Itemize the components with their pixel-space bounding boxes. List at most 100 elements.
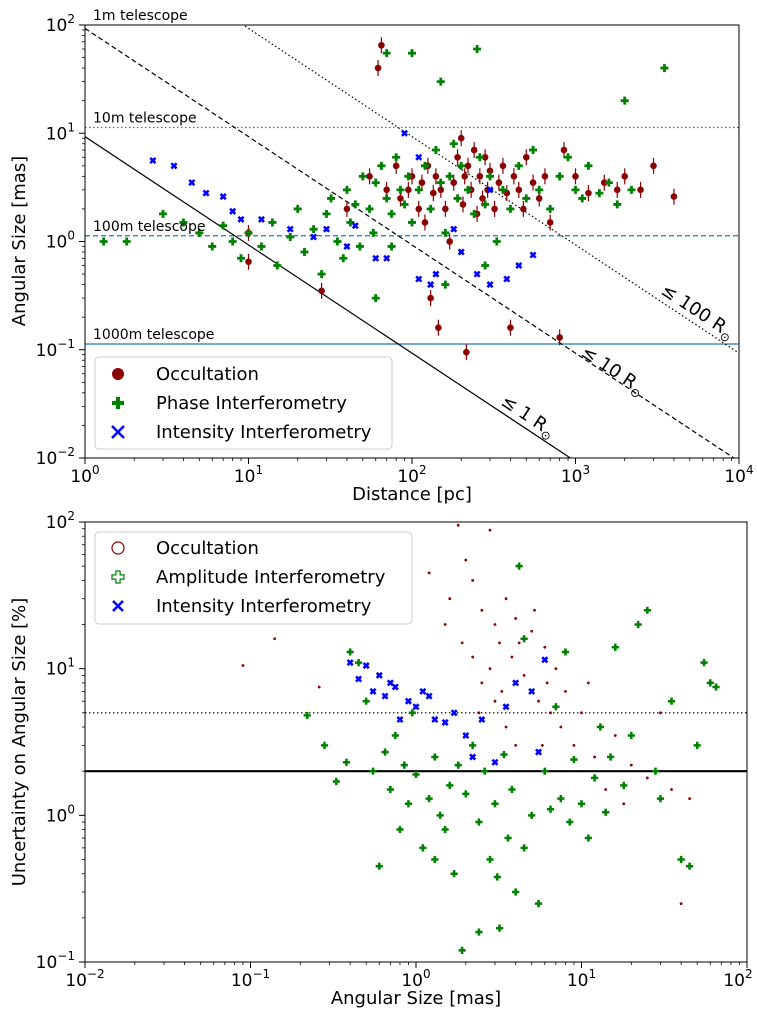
data-point: [273, 261, 282, 270]
data-point: [412, 770, 420, 779]
data-point: [427, 294, 434, 302]
solar-radius-line: [85, 27, 735, 458]
data-point: [498, 641, 502, 645]
data-point: [520, 205, 527, 213]
legend-marker: [111, 541, 125, 555]
data-point: [228, 237, 237, 246]
data-point: [375, 862, 383, 870]
data-point: [188, 179, 196, 187]
data-point: [237, 254, 246, 263]
data-point: [456, 523, 460, 527]
data-point: [332, 777, 340, 786]
data-point: [627, 731, 635, 740]
data-point: [510, 173, 518, 180]
data-point: [508, 785, 516, 794]
y-tick-label: 100: [46, 802, 75, 826]
data-point: [566, 818, 574, 826]
data-point: [643, 606, 651, 614]
data-point: [378, 41, 385, 49]
x-tick-label: 104: [724, 463, 753, 487]
data-point: [387, 242, 396, 251]
data-point: [706, 679, 714, 687]
legend-label: Intensity Interferometry: [156, 422, 372, 443]
y-axis-label: Uncertainty on Angular Size [%]: [9, 598, 30, 887]
data-point: [475, 818, 483, 826]
data-point: [488, 528, 492, 532]
data-point: [318, 287, 325, 295]
data-point: [471, 578, 475, 582]
data-point: [656, 795, 665, 803]
data-point: [300, 247, 309, 256]
data-point: [478, 716, 486, 724]
data-point: [541, 656, 549, 664]
data-point: [450, 225, 458, 233]
data-point: [436, 811, 444, 819]
data-point: [375, 671, 383, 679]
data-point: [613, 200, 622, 209]
telescope-label: 1000m telescope: [93, 327, 214, 343]
y-tick-label: 10−2: [36, 445, 75, 469]
data-point: [179, 218, 188, 227]
data-point: [369, 228, 378, 237]
data-point: [580, 711, 583, 715]
data-point: [464, 558, 468, 562]
data-point: [286, 233, 295, 242]
y-tick-label: 101: [46, 656, 75, 680]
data-point: [486, 855, 494, 864]
data-point: [362, 662, 370, 670]
y-tick-label: 10−1: [36, 337, 75, 361]
data-point: [541, 173, 549, 180]
series-occultation: [241, 523, 692, 906]
data-point: [515, 186, 523, 194]
data-point: [510, 655, 514, 659]
data-point: [371, 294, 380, 303]
data-point: [442, 205, 449, 213]
data-point: [454, 153, 461, 161]
data-point: [273, 637, 277, 641]
y-tick-label: 100: [46, 229, 75, 253]
data-point: [371, 178, 380, 187]
data-point: [441, 228, 450, 237]
data-point: [372, 254, 380, 262]
data-point: [421, 219, 429, 226]
data-point: [396, 825, 404, 834]
x-tick-label: 103: [561, 463, 590, 487]
data-point: [333, 237, 342, 246]
data-point: [382, 49, 391, 58]
data-point: [237, 215, 245, 223]
data-point: [415, 153, 423, 161]
data-point: [515, 261, 523, 270]
data-point: [309, 225, 318, 234]
data-point: [469, 741, 477, 749]
data-point: [244, 228, 253, 237]
data-point: [534, 900, 543, 908]
legend-label: Amplitude Interferometry: [156, 567, 386, 588]
data-point: [491, 205, 498, 213]
data-point: [529, 146, 538, 155]
x-tick-label: 100: [70, 463, 99, 487]
y-tick-label: 101: [46, 120, 75, 144]
data-point: [286, 225, 294, 233]
data-point: [470, 209, 479, 218]
data-point: [481, 261, 490, 270]
data-point: [660, 64, 669, 73]
telescope-label: 10m telescope: [93, 111, 197, 127]
data-point: [195, 228, 204, 237]
data-point: [374, 64, 382, 72]
series-intensity-interferometry: [149, 129, 537, 289]
data-point: [241, 664, 245, 667]
y-tick-label: 102: [46, 12, 75, 36]
data-point: [457, 161, 466, 170]
data-point: [443, 623, 447, 626]
data-point: [650, 162, 657, 170]
data-point: [480, 681, 484, 685]
data-point: [500, 750, 508, 759]
data-point: [382, 194, 391, 203]
data-point: [441, 825, 449, 834]
data-point: [670, 788, 673, 791]
data-point: [431, 753, 439, 761]
data-point: [462, 790, 470, 798]
data-point: [486, 167, 494, 175]
data-point: [552, 703, 560, 711]
